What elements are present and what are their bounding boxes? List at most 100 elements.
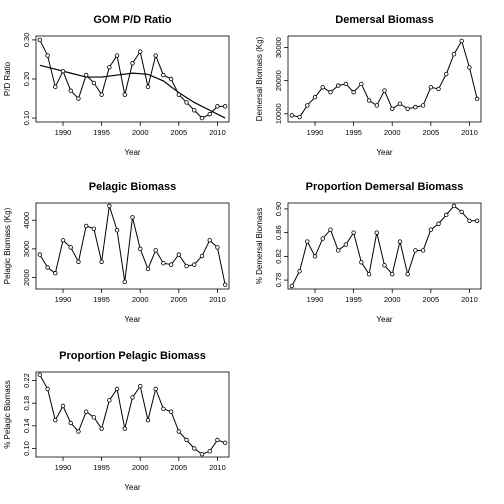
x-tick-label: 2005 xyxy=(422,295,439,304)
x-axis-label: Year xyxy=(376,148,393,157)
data-point xyxy=(215,437,220,443)
plot-frame xyxy=(287,35,482,123)
data-point xyxy=(76,429,81,434)
trend-line xyxy=(39,64,226,119)
data-point xyxy=(397,239,403,244)
data-point xyxy=(76,259,81,264)
x-axis-label: Year xyxy=(124,315,141,324)
data-point xyxy=(343,242,349,247)
data-point xyxy=(60,238,66,243)
x-axis-label: Year xyxy=(124,148,141,157)
x-tick-label: 2005 xyxy=(170,295,187,304)
data-point xyxy=(397,101,403,107)
y-tick-label: 0.86 xyxy=(274,225,283,240)
data-point xyxy=(451,51,457,57)
data-point xyxy=(114,386,120,392)
data-point xyxy=(351,90,356,95)
data-point xyxy=(168,76,174,82)
y-tick-label: 0.82 xyxy=(274,249,283,264)
series-line xyxy=(291,205,478,287)
x-tick-label: 2000 xyxy=(132,295,149,304)
data-point xyxy=(289,283,295,289)
data-point xyxy=(45,386,50,392)
data-point xyxy=(207,238,212,243)
data-point xyxy=(474,96,480,102)
data-point xyxy=(459,38,464,44)
data-point xyxy=(374,103,379,108)
data-point xyxy=(91,80,97,86)
y-tick-label: 0.30 xyxy=(22,33,31,48)
y-tick-label: 4000 xyxy=(22,212,31,229)
y-tick-label: 0.22 xyxy=(22,373,31,388)
data-point xyxy=(53,84,58,90)
y-tick-label: 0.10 xyxy=(22,441,31,456)
y-axis-label: % Demersal Biomass xyxy=(255,208,264,284)
data-point xyxy=(153,386,158,392)
data-point xyxy=(107,203,112,209)
data-point xyxy=(130,215,135,220)
data-point xyxy=(161,406,166,412)
data-point xyxy=(184,263,189,269)
data-point xyxy=(192,262,197,267)
data-point xyxy=(413,104,418,110)
y-axis-label: P/D Ratio xyxy=(3,61,12,96)
series-line xyxy=(39,374,226,455)
data-point xyxy=(297,269,302,274)
chart-title: Proportion Pelagic Biomass xyxy=(59,350,206,362)
x-tick-label: 2005 xyxy=(170,128,187,137)
data-point xyxy=(138,383,143,389)
data-point xyxy=(153,53,158,58)
data-point xyxy=(122,279,127,285)
data-point xyxy=(153,248,158,253)
data-point xyxy=(289,113,295,118)
data-point xyxy=(145,84,151,90)
data-point xyxy=(83,223,89,229)
data-point xyxy=(114,53,120,58)
data-point xyxy=(83,409,89,414)
data-point xyxy=(76,96,81,101)
data-point xyxy=(366,98,372,103)
data-point xyxy=(138,246,143,252)
data-point xyxy=(305,103,310,108)
y-tick-label: 0.14 xyxy=(22,419,31,434)
chart-title: Pelagic Biomass xyxy=(89,181,176,193)
data-point xyxy=(145,266,151,272)
data-point xyxy=(138,49,143,54)
data-point xyxy=(312,94,318,100)
data-point xyxy=(215,104,220,109)
data-point xyxy=(222,282,228,287)
x-tick-label: 1990 xyxy=(55,128,72,137)
data-point xyxy=(467,65,472,70)
data-point xyxy=(53,417,58,423)
data-point xyxy=(199,253,205,259)
data-point xyxy=(145,417,151,423)
data-point xyxy=(130,395,135,400)
data-point xyxy=(37,37,43,43)
data-point xyxy=(215,245,220,250)
chart-title: Proportion Demersal Biomass xyxy=(306,181,464,193)
data-point xyxy=(382,88,387,93)
data-point xyxy=(335,248,341,253)
data-point xyxy=(60,68,66,74)
data-point xyxy=(161,261,166,266)
data-point xyxy=(176,92,182,97)
data-point xyxy=(176,252,182,257)
data-point xyxy=(382,263,387,268)
x-tick-label: 2000 xyxy=(132,128,149,137)
data-point xyxy=(207,449,212,454)
y-tick-label: 30000 xyxy=(274,37,283,58)
data-point xyxy=(53,271,58,276)
data-point xyxy=(459,209,464,215)
data-point xyxy=(114,228,120,233)
data-point xyxy=(467,218,472,223)
data-point xyxy=(168,262,174,267)
plot-frame xyxy=(35,371,230,458)
y-axis-label: % Pelagic Biomass xyxy=(3,380,12,448)
x-tick-label: 1995 xyxy=(93,295,110,304)
data-point xyxy=(428,227,434,232)
data-point xyxy=(351,230,356,235)
data-point xyxy=(37,372,43,378)
data-point xyxy=(420,248,426,253)
x-tick-label: 2010 xyxy=(461,295,478,304)
y-tick-label: 3000 xyxy=(22,241,31,258)
